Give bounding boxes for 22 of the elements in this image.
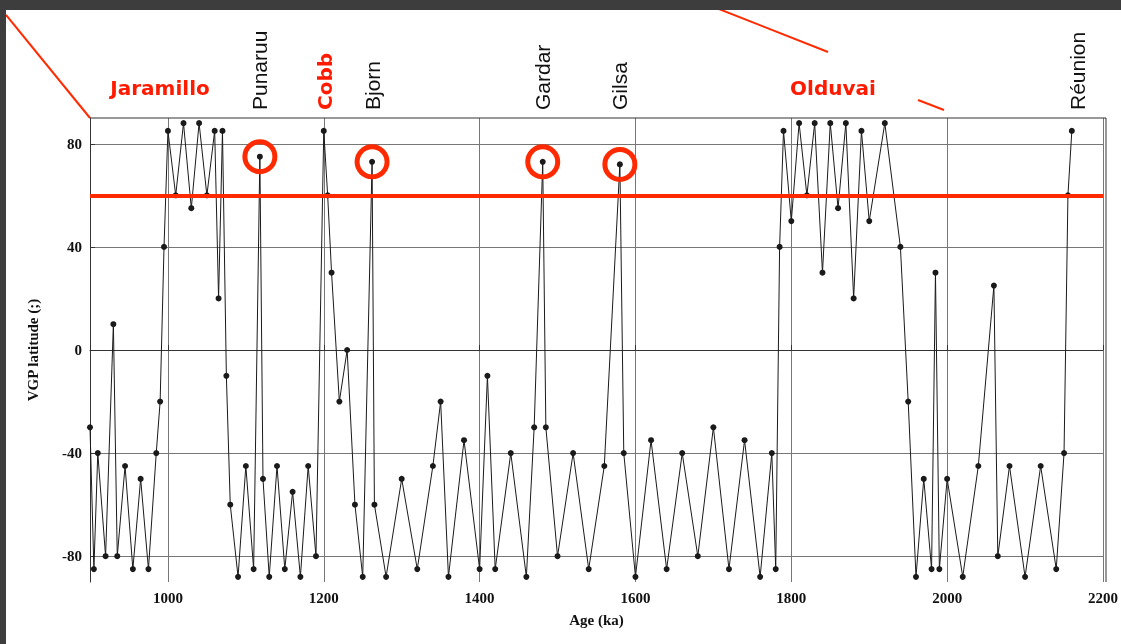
x-axis-title: Age (ka) <box>569 611 624 629</box>
y-tick-label: 0 <box>74 342 82 358</box>
x-tick-label: 2200 <box>1088 589 1118 606</box>
y-tick-label: 40 <box>67 238 82 255</box>
x-tick-label: 1200 <box>308 589 339 606</box>
x-tick-label: 1600 <box>620 589 651 606</box>
annotation: Punaruu <box>248 30 272 110</box>
text: Réunion <box>1065 31 1089 110</box>
y-tick-label: 80 <box>67 135 82 152</box>
y-tick-label: -80 <box>62 548 82 565</box>
x-tick-label: 1400 <box>464 589 495 606</box>
x-tick-label: 2000 <box>932 589 963 606</box>
annotation: Gardar <box>531 44 555 110</box>
x-tick-label: 1800 <box>776 589 807 606</box>
y-axis-title: VGP latitude (;) <box>24 298 42 402</box>
x-tick-label: 1000 <box>152 589 183 606</box>
y-tick-label: -40 <box>62 445 82 462</box>
text: Olduvai <box>790 76 876 100</box>
text: Jaramillo <box>108 76 210 100</box>
text: Cobb <box>313 52 337 110</box>
annotation: Bjorn <box>360 60 384 110</box>
annotation: Gilsa <box>608 61 632 110</box>
